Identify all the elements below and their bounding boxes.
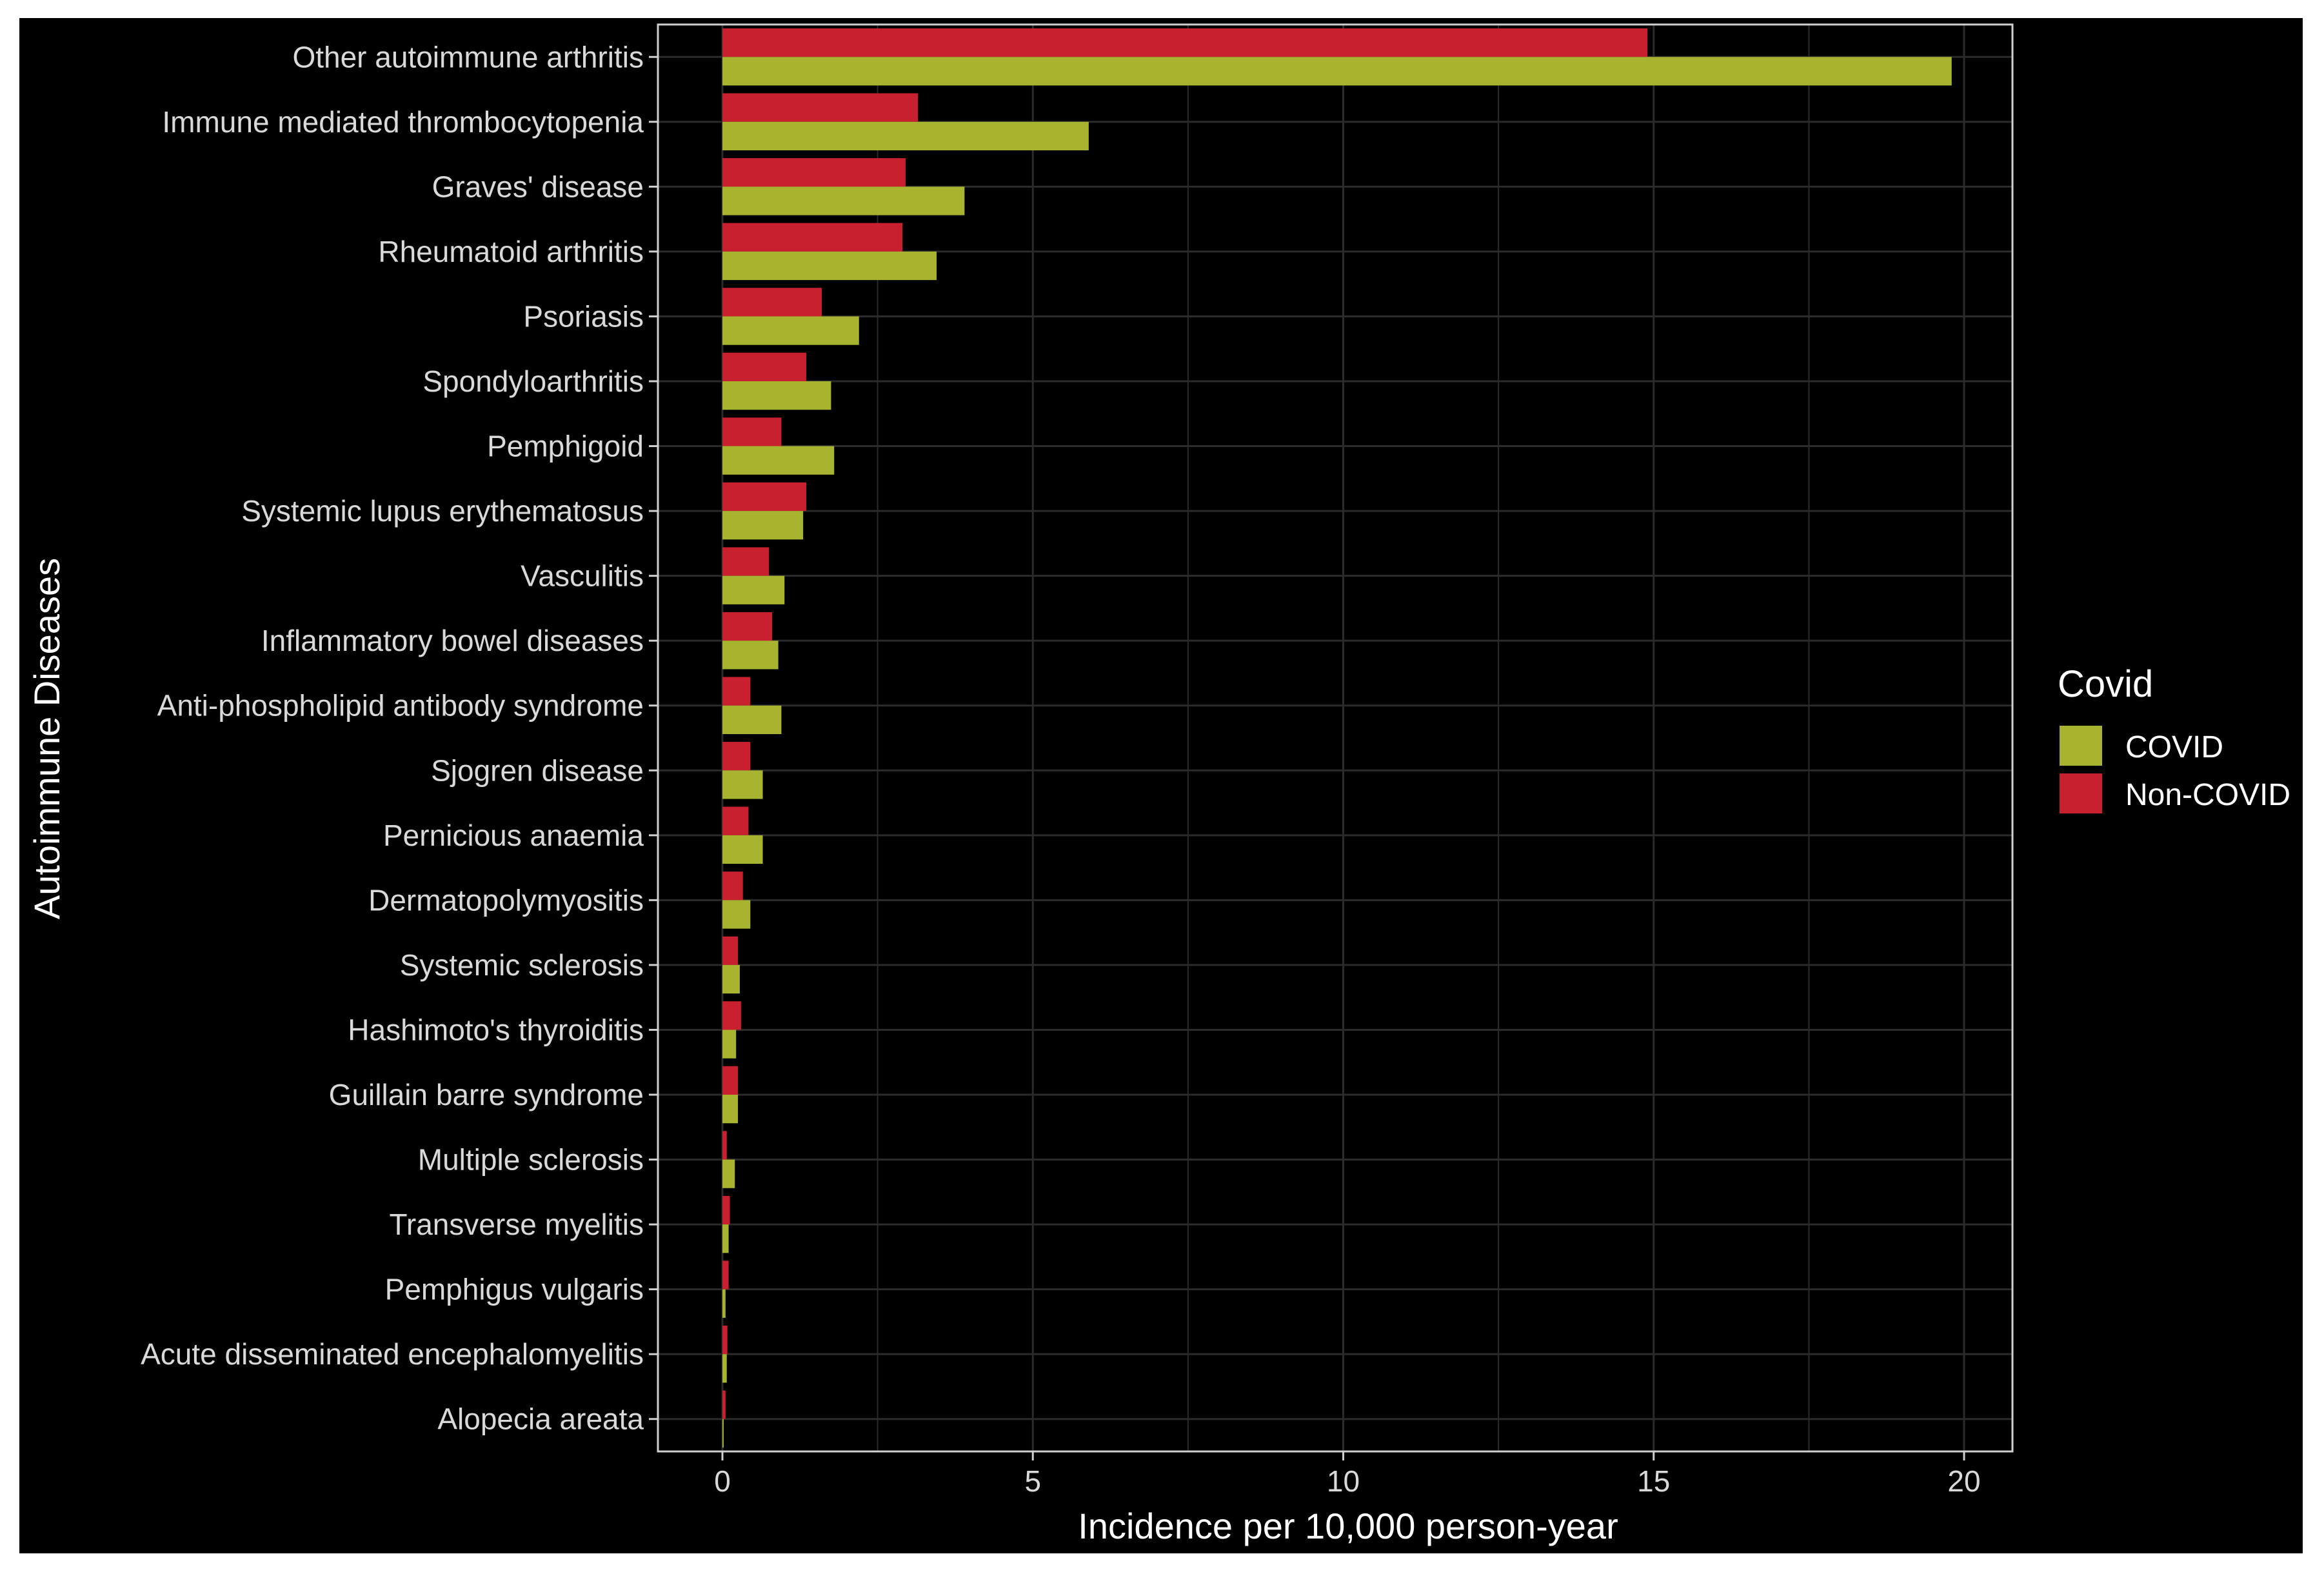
bar-non-covid	[722, 352, 806, 381]
y-tick-label: Vasculitis	[521, 559, 644, 593]
bar-non-covid	[722, 1260, 729, 1290]
bar-covid	[722, 446, 835, 475]
y-tick-label: Anti-phospholipid antibody syndrome	[157, 689, 644, 722]
bar-covid	[722, 705, 782, 734]
y-tick-label: Inflammatory bowel diseases	[261, 624, 644, 657]
y-tick-label: Graves' disease	[432, 170, 644, 203]
x-tick-label: 15	[1637, 1464, 1670, 1498]
y-tick-label: Multiple sclerosis	[418, 1143, 644, 1177]
bar-non-covid	[722, 1131, 727, 1160]
bar-covid	[722, 964, 740, 994]
bar-non-covid	[722, 482, 806, 512]
bar-covid	[722, 316, 859, 345]
bar-non-covid	[722, 1195, 730, 1225]
bar-non-covid	[722, 1066, 739, 1095]
x-tick-label: 0	[714, 1464, 731, 1498]
bar-non-covid	[722, 1325, 728, 1355]
legend-swatch-non-covid	[2060, 773, 2102, 813]
x-axis-title: Incidence per 10,000 person-year	[1078, 1506, 1618, 1546]
y-tick-label: Pernicious anaemia	[383, 819, 644, 852]
y-tick-label: Acute disseminated encephalomyelitis	[141, 1337, 644, 1371]
y-tick-label: Other autoimmune arthritis	[292, 40, 644, 74]
x-tick-label: 10	[1327, 1464, 1360, 1498]
legend: Covid COVID Non-COVID	[2058, 663, 2290, 813]
bar-covid	[722, 1030, 737, 1059]
bar-non-covid	[722, 547, 770, 576]
y-tick-label: Immune mediated thrombocytopenia	[162, 105, 644, 139]
y-tick-label: Alopecia areata	[437, 1402, 644, 1436]
panel-border	[657, 23, 2014, 1453]
legend-swatch-covid	[2060, 726, 2102, 766]
bar-covid	[722, 575, 785, 604]
bar-covid	[722, 1354, 727, 1383]
figure-background	[19, 18, 2303, 1553]
bar-covid	[722, 1224, 729, 1253]
bar-non-covid	[722, 677, 751, 706]
bar-non-covid	[722, 1001, 741, 1030]
y-tick-label: Systemic lupus erythematosus	[241, 494, 644, 528]
y-tick-label: Psoriasis	[523, 299, 644, 333]
bar-non-covid	[722, 872, 743, 901]
y-tick-label: Hashimoto's thyroiditis	[348, 1013, 644, 1046]
y-axis: Other autoimmune arthritis Immune mediate…	[141, 40, 658, 1436]
x-tick-label: 20	[1947, 1464, 1980, 1498]
bar-covid	[722, 641, 779, 670]
bars-layer	[722, 28, 1952, 1448]
bar-covid	[722, 186, 965, 215]
y-tick-label: Guillain barre syndrome	[329, 1078, 644, 1111]
bar-covid	[722, 511, 804, 540]
bar-non-covid	[722, 612, 772, 641]
y-tick-label: Spondyloarthritis	[422, 364, 644, 398]
bar-non-covid	[722, 158, 906, 187]
legend-title: Covid	[2058, 663, 2153, 705]
bar-non-covid	[722, 1390, 726, 1419]
bar-covid	[722, 251, 937, 281]
bar-non-covid	[722, 936, 739, 965]
bar-covid	[722, 1095, 739, 1124]
y-tick-label: Dermatopolymyositis	[368, 883, 644, 917]
bar-covid	[722, 1289, 726, 1318]
bar-non-covid	[722, 288, 822, 317]
bar-covid	[722, 381, 831, 410]
bar-non-covid	[722, 417, 782, 446]
y-tick-label: Pemphigoid	[487, 430, 644, 463]
bar-non-covid	[722, 28, 1648, 57]
legend-label-covid: COVID	[2125, 730, 2223, 764]
x-tick-label: 5	[1024, 1464, 1041, 1498]
bar-covid	[722, 835, 763, 864]
y-tick-label: Systemic sclerosis	[400, 948, 644, 982]
bar-non-covid	[722, 806, 749, 835]
y-axis-title: Autoimmune Diseases	[26, 558, 67, 919]
bar-covid	[722, 1419, 724, 1448]
bar-covid	[722, 1159, 735, 1188]
x-axis: 0 5 10 15 20	[714, 1451, 1981, 1498]
bar-non-covid	[722, 93, 919, 122]
bar-covid	[722, 770, 763, 799]
bar-non-covid	[722, 742, 751, 771]
y-tick-label: Pemphigus vulgaris	[385, 1273, 644, 1306]
bar-covid	[722, 900, 751, 929]
legend-label-non-covid: Non-COVID	[2125, 778, 2290, 812]
bar-non-covid	[722, 223, 903, 252]
y-tick-label: Transverse myelitis	[390, 1208, 644, 1241]
y-tick-label: Rheumatoid arthritis	[378, 235, 644, 268]
bar-covid	[722, 121, 1089, 151]
y-tick-label: Sjogren disease	[431, 753, 644, 787]
bar-covid	[722, 57, 1952, 86]
